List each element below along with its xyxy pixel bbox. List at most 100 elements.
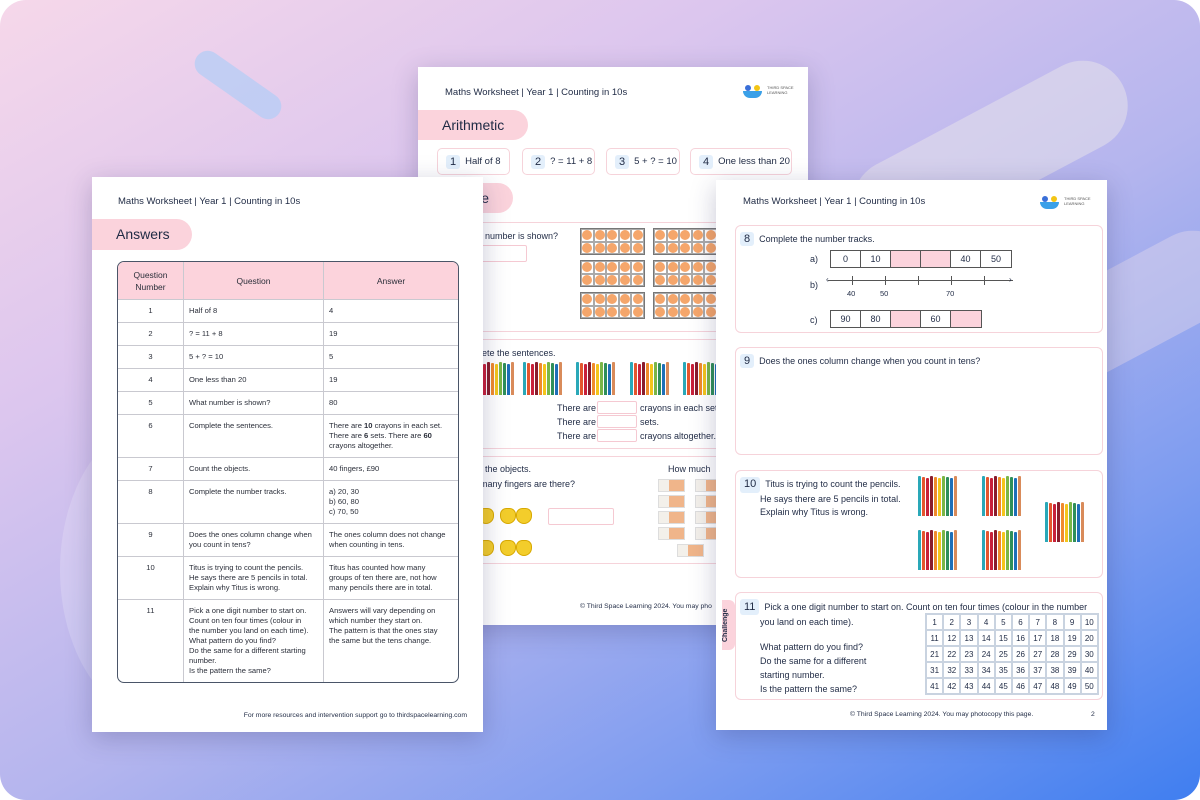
grid-cell[interactable]: 46 [1011,678,1030,694]
pencil [994,530,997,570]
grid-cell[interactable]: 38 [1046,662,1064,678]
pencil [986,477,989,516]
number-grid: 1 2 3 4 5 6 7 8 9 10 11 12 13 14 15 16 17 18 19 20 21 22 23 24 2… [925,613,1099,695]
grid-cell[interactable]: 36 [1011,662,1030,678]
answer-box[interactable] [548,508,614,525]
ten-frame-cell [593,261,607,274]
grid-cell[interactable]: 41 [926,678,944,694]
column-header: Answer [324,262,458,300]
grid-cell[interactable]: 21 [926,646,944,662]
grid-cell[interactable]: 22 [943,646,961,662]
pencil [930,530,933,570]
ten-frame-cell [654,261,667,274]
pencil [922,531,925,570]
grid-cell[interactable]: 7 [1029,614,1047,630]
grid-cell[interactable]: 13 [960,630,978,646]
answers-table: Question Number Question Answer 1 Half of… [117,261,459,683]
pencil [1006,530,1009,570]
ten-frame-cell [679,305,692,318]
question-number-cell: 5 [118,392,184,415]
grid-cell[interactable]: 49 [1063,678,1081,694]
grid-cell[interactable]: 19 [1063,630,1081,646]
grid-cell[interactable]: 14 [977,630,995,646]
grid-cell[interactable]: 12 [943,630,961,646]
ten-frame-cell [606,293,619,306]
answer-box[interactable] [597,429,637,442]
counter-dot [582,242,593,253]
track-blank-cell[interactable] [921,251,951,267]
ten-frame-cell [691,261,705,274]
grid-cell[interactable]: 35 [994,662,1012,678]
grid-cell[interactable]: 15 [994,630,1012,646]
grid-cell[interactable]: 43 [960,678,978,694]
grid-cell[interactable]: 10 [1080,614,1098,630]
grid-cell[interactable]: 11 [926,630,944,646]
counter-dot [620,230,631,241]
grid-cell[interactable]: 32 [943,662,961,678]
pencil [511,362,514,395]
pencil-group [982,476,1021,516]
counter-dot [667,262,678,273]
question-11-prompts: What pattern do you find? Do the same for… [760,642,867,694]
grid-cell[interactable]: 48 [1046,678,1064,694]
grid-cell[interactable]: 28 [1046,646,1064,662]
grid-cell[interactable]: 37 [1029,662,1047,678]
grid-cell[interactable]: 20 [1080,630,1098,646]
grid-cell[interactable]: 47 [1029,678,1047,694]
grid-cell[interactable]: 16 [1011,630,1030,646]
grid-cell[interactable]: 9 [1063,614,1081,630]
counter-dot [655,294,666,305]
grid-cell[interactable]: 4 [977,614,995,630]
grid-cell[interactable]: 23 [960,646,978,662]
grid-cell[interactable]: 50 [1080,678,1098,694]
grid-cell[interactable]: 1 [926,614,944,630]
grid-cell[interactable]: 17 [1029,630,1047,646]
pencil [990,532,993,570]
grid-cell[interactable]: 25 [994,646,1012,662]
hand-icon [500,508,516,524]
grid-cell[interactable]: 44 [977,678,995,694]
track-blank-cell[interactable] [891,251,921,267]
pencil [994,476,997,516]
pencil [499,362,502,395]
grid-cell[interactable]: 42 [943,678,961,694]
ten-pound-note [658,527,685,540]
grid-cell[interactable]: 24 [977,646,995,662]
grid-cell[interactable]: 5 [994,614,1012,630]
ten-frame-cell [679,273,692,286]
grid-cell[interactable]: 6 [1011,614,1030,630]
track-blank-cell[interactable] [951,311,981,327]
grid-cell[interactable]: 8 [1046,614,1064,630]
grid-cell[interactable]: 26 [1011,646,1030,662]
grid-cell[interactable]: 31 [926,662,944,678]
counter-dot [693,294,704,305]
page-number: 2 [1091,711,1095,718]
pencil [691,364,694,395]
pencil [1053,504,1056,542]
grid-cell[interactable]: 2 [943,614,961,630]
ten-frame [653,292,718,319]
answer-box[interactable] [597,401,637,414]
grid-cell[interactable]: 3 [960,614,978,630]
track-blank-cell[interactable] [891,311,921,327]
question-number-cell: 11 [118,600,184,682]
page-header: Maths Worksheet | Year 1 | Counting in 1… [445,87,628,98]
answer-box[interactable] [597,415,637,428]
grid-cell[interactable]: 33 [960,662,978,678]
grid-cell[interactable]: 40 [1080,662,1098,678]
grid-cell[interactable]: 39 [1063,662,1081,678]
question-10-text: 10 Titus is trying to count the pencils. H… [740,477,901,520]
page-header: Maths Worksheet | Year 1 | Counting in 1… [743,196,926,207]
grid-cell[interactable]: 34 [977,662,995,678]
ten-frame-cell [581,229,594,242]
grid-cell[interactable]: 30 [1080,646,1098,662]
grid-cell[interactable]: 18 [1046,630,1064,646]
grid-cell[interactable]: 27 [1029,646,1047,662]
grid-cell[interactable]: 29 [1063,646,1081,662]
pencil [483,364,486,395]
sentence-prefix: There are [557,417,597,427]
grid-cell[interactable]: 45 [994,678,1012,694]
pencil [612,362,615,395]
ten-frame-cell [691,293,705,306]
